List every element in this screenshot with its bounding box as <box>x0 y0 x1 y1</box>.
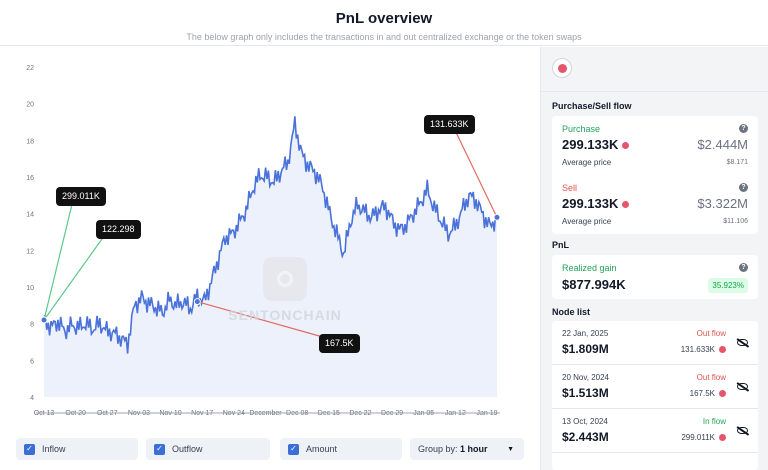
y-tick-label: 16 <box>26 175 34 182</box>
list-item[interactable]: 22 Jan, 2025 $1.809M Out flow 131.633K <box>552 321 758 365</box>
node-flow: Out flow <box>696 373 726 382</box>
amount-toggle[interactable]: ✓ Amount <box>280 438 402 460</box>
side-panel: Purchase/Sell flow Purchase ? 299.133K $… <box>540 47 768 470</box>
info-icon[interactable]: ? <box>739 124 748 133</box>
node-date: 22 Jan, 2025 <box>562 329 609 338</box>
node-flow: Out flow <box>696 329 726 338</box>
y-tick-label: 10 <box>26 285 34 292</box>
token-icon <box>719 390 726 398</box>
amount-label: Amount <box>306 444 338 454</box>
watermark-icon <box>263 257 307 301</box>
list-item[interactable]: 20 Nov, 2024 $1.513M Out flow 167.5K <box>552 365 758 409</box>
node-qty-value: 131.633K <box>680 345 715 354</box>
purchase-sell-card: Purchase ? 299.133K $2.444M Average pric… <box>552 116 758 234</box>
chart-controls: ✓ Inflow ✓ Outflow ✓ Amount Group by: 1 … <box>0 430 540 470</box>
outflow-toggle[interactable]: ✓ Outflow <box>146 438 270 460</box>
sell-amount-value: 299.133K <box>562 196 619 211</box>
pnl-title: PnL <box>552 240 569 250</box>
realized-gain-label: Realized gain <box>562 263 617 273</box>
marker-connector <box>451 123 498 218</box>
info-icon[interactable]: ? <box>739 263 748 272</box>
token-logo-icon <box>552 58 572 78</box>
page-title: PnL overview <box>335 10 433 27</box>
node-date: 13 Oct, 2024 <box>562 417 608 426</box>
marker-tooltip-3[interactable]: 167.5K <box>319 334 360 353</box>
purchase-amount-value: 299.133K <box>562 137 619 152</box>
node-amount: $2.443M <box>562 430 609 444</box>
data-point-marker[interactable] <box>40 316 48 324</box>
node-amount: $1.809M <box>562 342 609 356</box>
checkbox-checked-icon[interactable]: ✓ <box>288 443 299 455</box>
y-tick-label: 20 <box>26 102 34 109</box>
purchase-avg-price: $8.171 <box>726 159 748 166</box>
marker-connector <box>43 191 76 321</box>
inflow-label: Inflow <box>42 444 66 454</box>
marker-connector <box>43 224 113 321</box>
node-amount: $1.513M <box>562 386 609 400</box>
node-list: 22 Jan, 2025 $1.809M Out flow 131.633K 2… <box>552 321 758 470</box>
inflow-toggle[interactable]: ✓ Inflow <box>16 438 138 460</box>
groupby-text: Group by: 1 hour <box>418 444 488 454</box>
node-list-title: Node list <box>552 307 591 317</box>
caret-down-icon: ▼ <box>507 445 514 453</box>
node-qty: 299.011K <box>681 433 726 442</box>
checkbox-checked-icon[interactable]: ✓ <box>24 443 35 455</box>
y-tick-label: 4 <box>30 395 34 402</box>
y-tick-label: 6 <box>30 358 34 365</box>
eye-off-icon[interactable] <box>737 383 748 390</box>
marker-connector <box>197 301 338 342</box>
outflow-label: Outflow <box>172 444 203 454</box>
node-date: 20 Nov, 2024 <box>562 373 609 382</box>
sell-usd: $3.322M <box>697 196 748 211</box>
list-item[interactable]: 13 Oct, 2024 $2.443M In flow 299.011K <box>552 409 758 453</box>
purchase-amount: 299.133K <box>562 137 630 152</box>
page-header: PnL overview The below graph only includ… <box>0 0 768 46</box>
chart-area-fill <box>44 116 497 398</box>
data-point-marker[interactable] <box>193 298 201 306</box>
chart-line <box>43 116 498 354</box>
sell-label: Sell <box>562 183 578 193</box>
purchase-sell-title: Purchase/Sell flow <box>552 101 632 111</box>
token-icon <box>719 346 726 354</box>
sell-avg-label: Average price <box>562 217 612 226</box>
y-tick-label: 18 <box>26 138 34 145</box>
eye-off-icon[interactable] <box>737 427 748 434</box>
purchase-avg-label: Average price <box>562 158 612 167</box>
marker-tooltip-1[interactable]: 299.011K <box>56 187 106 206</box>
realized-gain-card: Realized gain ? $877.994K 35.923% <box>552 255 758 299</box>
sell-avg-price: $11.106 <box>723 218 748 225</box>
watermark-text: SENTONCHAIN <box>228 307 342 323</box>
purchase-label: Purchase <box>562 124 601 134</box>
node-qty-value: 299.011K <box>681 433 715 442</box>
node-qty: 167.5K <box>690 389 726 398</box>
purchase-usd: $2.444M <box>697 137 748 152</box>
y-tick-label: 8 <box>30 322 34 329</box>
marker-tooltip-2[interactable]: 122.298 <box>96 220 141 239</box>
y-tick-label: 12 <box>26 248 34 255</box>
panel-divider <box>541 91 768 92</box>
realized-gain-amount: $877.994K <box>562 277 626 292</box>
token-icon <box>719 434 726 442</box>
token-icon <box>622 201 630 209</box>
checkbox-checked-icon[interactable]: ✓ <box>154 443 165 455</box>
page-subtitle: The below graph only includes the transa… <box>186 32 582 42</box>
node-qty: 131.633K <box>681 345 726 354</box>
y-tick-label: 22 <box>26 65 34 72</box>
y-tick-label: 14 <box>26 212 34 219</box>
data-point-marker[interactable] <box>493 213 501 221</box>
sell-amount: 299.133K <box>562 196 630 211</box>
token-icon <box>622 142 630 150</box>
node-flow: In flow <box>702 417 726 426</box>
info-icon[interactable]: ? <box>739 183 748 192</box>
groupby-select[interactable]: Group by: 1 hour ▼ <box>410 438 524 460</box>
eye-off-icon[interactable] <box>737 339 748 346</box>
node-qty-value: 167.5K <box>689 389 715 398</box>
realized-gain-pct: 35.923% <box>708 278 748 293</box>
groupby-value: 1 hour <box>460 444 488 454</box>
watermark-logo: SENTONCHAIN <box>210 257 360 323</box>
groupby-label: Group by: <box>418 444 458 454</box>
marker-tooltip-4[interactable]: 131.633K <box>424 115 475 134</box>
